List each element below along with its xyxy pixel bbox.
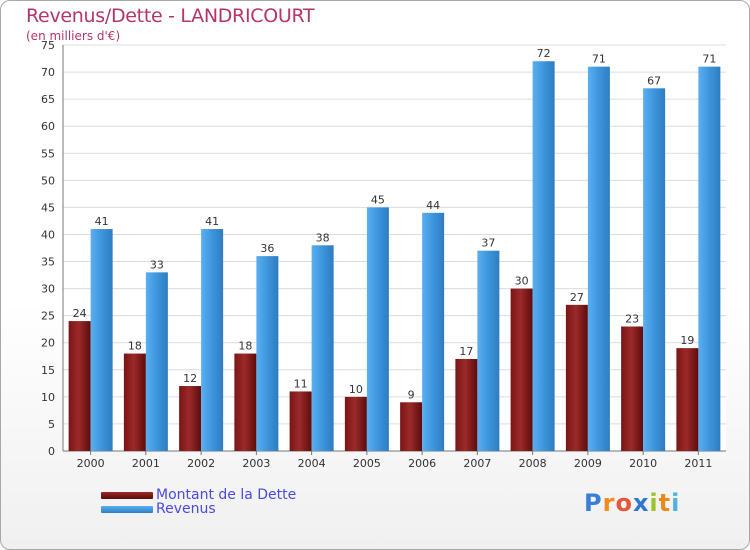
data-label-debt: 9 — [408, 388, 415, 401]
x-tick-label: 2005 — [353, 457, 381, 470]
bar-debt — [676, 348, 699, 451]
data-label-revenue: 71 — [592, 53, 606, 66]
plot-area — [63, 45, 726, 451]
data-label-revenue: 36 — [260, 242, 274, 255]
y-tick-label: 10 — [41, 391, 55, 404]
x-tick-label: 2011 — [684, 457, 712, 470]
data-label-revenue: 44 — [426, 199, 440, 212]
legend-swatch-revenue — [101, 506, 153, 513]
legend-swatch-debt — [101, 492, 153, 499]
y-tick-label: 0 — [48, 445, 55, 458]
logo-letter: i — [671, 489, 681, 517]
y-tick-label: 5 — [48, 418, 55, 431]
bar-debt — [565, 304, 588, 451]
data-label-revenue: 41 — [95, 215, 109, 228]
bar-revenue — [422, 212, 445, 451]
y-tick-label: 70 — [41, 66, 55, 79]
x-tick-label: 2000 — [77, 457, 105, 470]
bar-debt — [179, 386, 202, 451]
y-tick-label: 15 — [41, 364, 55, 377]
bar-revenue — [311, 245, 334, 451]
data-label-debt: 11 — [294, 377, 308, 390]
data-label-debt: 18 — [238, 340, 252, 353]
bar-revenue — [587, 66, 610, 452]
logo-letter: r — [602, 489, 616, 517]
x-tick-label: 2002 — [187, 457, 215, 470]
logo-letter: o — [615, 489, 633, 517]
bar-revenue — [145, 272, 168, 451]
bar-debt — [621, 326, 644, 451]
y-tick-label: 30 — [41, 283, 55, 296]
data-label-debt: 24 — [73, 307, 87, 320]
data-label-debt: 12 — [183, 372, 197, 385]
bar-debt — [455, 358, 478, 451]
bar-revenue — [201, 229, 224, 451]
proxiti-logo: Proxiti — [584, 489, 680, 517]
data-label-revenue: 33 — [150, 258, 164, 271]
x-tick-label: 2008 — [519, 457, 547, 470]
legend-label-revenue: Revenus — [156, 501, 216, 517]
x-tick-label: 2007 — [463, 457, 491, 470]
bar-debt — [344, 396, 367, 451]
data-label-revenue: 71 — [702, 53, 716, 66]
bar-revenue — [532, 61, 555, 452]
data-label-debt: 23 — [625, 312, 639, 325]
chart-title: Revenus/Dette - LANDRICOURT — [26, 5, 315, 27]
data-label-debt: 30 — [515, 275, 529, 288]
logo-letter: i — [649, 489, 659, 517]
x-tick-label: 2004 — [298, 457, 326, 470]
data-label-debt: 17 — [459, 345, 473, 358]
bar-debt — [400, 402, 423, 451]
bar-debt — [289, 391, 312, 451]
x-tick-label: 2001 — [132, 457, 160, 470]
bar-debt — [68, 321, 91, 451]
bar-revenue — [477, 250, 500, 451]
bar-revenue — [256, 256, 279, 451]
y-tick-label: 40 — [41, 228, 55, 241]
data-label-debt: 19 — [680, 334, 694, 347]
data-label-debt: 18 — [128, 340, 142, 353]
x-tick-label: 2009 — [574, 457, 602, 470]
data-label-debt: 10 — [349, 383, 363, 396]
data-label-revenue: 41 — [205, 215, 219, 228]
data-label-debt: 27 — [570, 291, 584, 304]
x-tick-label: 2006 — [408, 457, 436, 470]
bar-debt — [234, 353, 257, 451]
data-label-revenue: 37 — [481, 237, 495, 250]
data-label-revenue: 45 — [371, 193, 385, 206]
y-tick-label: 55 — [41, 147, 55, 160]
bar-revenue — [90, 229, 113, 451]
y-tick-label: 60 — [41, 120, 55, 133]
data-label-revenue: 67 — [647, 74, 661, 87]
bar-debt — [510, 288, 533, 451]
data-label-revenue: 72 — [537, 47, 551, 60]
y-tick-label: 65 — [41, 93, 55, 106]
chart-subtitle: (en milliers d'€) — [26, 29, 121, 43]
bar-revenue — [698, 66, 721, 452]
y-tick-label: 75 — [41, 39, 55, 52]
logo-letter: P — [584, 489, 603, 517]
bar-revenue — [643, 88, 666, 451]
logo-letter: x — [632, 489, 650, 517]
y-tick-label: 35 — [41, 256, 55, 269]
y-tick-label: 20 — [41, 337, 55, 350]
x-tick-label: 2010 — [629, 457, 657, 470]
bar-revenue — [366, 207, 389, 451]
x-tick-label: 2003 — [242, 457, 270, 470]
y-tick-label: 25 — [41, 310, 55, 323]
legend-label-debt: Montant de la Dette — [156, 487, 297, 503]
y-tick-label: 50 — [41, 174, 55, 187]
bar-debt — [123, 353, 146, 451]
y-tick-label: 45 — [41, 201, 55, 214]
logo-letter: t — [658, 489, 672, 517]
data-label-revenue: 38 — [316, 231, 330, 244]
